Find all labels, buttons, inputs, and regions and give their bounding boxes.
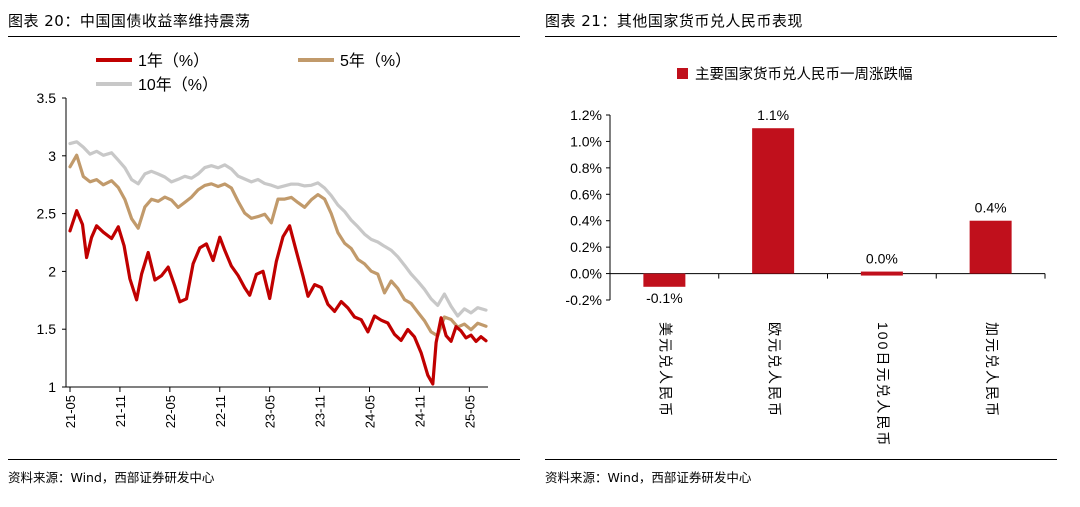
series-line-0 <box>68 209 488 386</box>
yield-line-chart: 1年（%） 5年（%） 10年（%） 3.5 3 2.5 2 1.5 1 21-05 21-11 22… <box>37 52 488 428</box>
series-line-1 <box>68 153 488 338</box>
x-tick-label: 24-11 <box>412 395 427 427</box>
y-tick-label: 2 <box>48 263 56 279</box>
x-tick-label: 21-11 <box>113 395 128 427</box>
x-tick-label: 24-05 <box>363 395 378 428</box>
right-figure-panel: 图表 21：其他国家货币兑人民币表现 主要国家货币兑人民币一周涨跌幅 1.2% 1.… <box>545 0 1057 507</box>
data-label-2: 0.0% <box>866 251 898 267</box>
y-tick-label: 3.5 <box>37 90 57 106</box>
category-label-2: 100日元兑人民币 <box>875 322 891 447</box>
data-label-1: 1.1% <box>757 107 789 123</box>
legend-label: 主要国家货币兑人民币一周涨跌幅 <box>695 66 913 83</box>
x-tick-label: 22-11 <box>213 395 228 427</box>
bar-0 <box>643 273 686 287</box>
y-tick-label: 0.4% <box>570 213 602 229</box>
y-tick-label: 1.5 <box>37 321 57 337</box>
category-label-3: 加元兑人民币 <box>984 322 1000 418</box>
y-tick-label: 0.8% <box>570 160 602 176</box>
x-tick-label: 25-05 <box>462 395 477 428</box>
right-title-rule <box>545 36 1057 37</box>
x-tick-label: 22-05 <box>163 395 178 428</box>
category-label-1: 欧元兑人民币 <box>766 322 782 418</box>
data-label-3: 0.4% <box>975 200 1007 216</box>
y-tick-label: 3 <box>48 148 56 164</box>
left-source-note: 资料来源：Wind，西部证券研发中心 <box>8 470 215 485</box>
legend-label-2: 10年（%） <box>138 76 218 94</box>
left-title-rule <box>8 36 520 37</box>
bar-3 <box>969 220 1012 274</box>
right-figure-title: 图表 21：其他国家货币兑人民币表现 <box>545 12 803 30</box>
category-label-0: 美元兑人民币 <box>658 322 674 418</box>
legend-label-0: 1年（%） <box>138 52 209 70</box>
right-source-note: 资料来源：Wind，西部证券研发中心 <box>545 470 752 485</box>
y-tick-label: 1.0% <box>570 133 602 149</box>
left-figure-title: 图表 20：中国国债收益率维持震荡 <box>8 12 251 30</box>
x-tick-label: 21-05 <box>63 395 78 428</box>
y-tick-label: 0.6% <box>570 186 602 202</box>
legend-label-1: 5年（%） <box>340 52 411 70</box>
currency-bar-chart: 主要国家货币兑人民币一周涨跌幅 1.2% 1.0% 0.8% 0.6% 0.4% 0.2% 0… <box>565 66 1046 447</box>
left-source-rule <box>8 459 520 460</box>
bar-2 <box>860 271 903 276</box>
y-tick-label: 0.0% <box>570 266 602 282</box>
x-tick-label: 23-05 <box>263 395 278 428</box>
x-tick-label: 23-11 <box>313 395 328 427</box>
legend-swatch <box>677 68 688 79</box>
y-tick-label: 1 <box>48 379 56 395</box>
bar-1 <box>752 128 795 274</box>
y-tick-label: 0.2% <box>570 239 602 255</box>
y-tick-label: 2.5 <box>37 206 57 222</box>
y-tick-label: 1.2% <box>570 107 602 123</box>
right-source-rule <box>545 459 1057 460</box>
y-tick-label: -0.2% <box>565 292 602 308</box>
series-line-2 <box>68 140 488 318</box>
left-figure-panel: 图表 20：中国国债收益率维持震荡 1年（%） 5年（%） 10年（%） 3.5 3 2.… <box>8 0 520 507</box>
data-label-0: -0.1% <box>646 290 683 306</box>
